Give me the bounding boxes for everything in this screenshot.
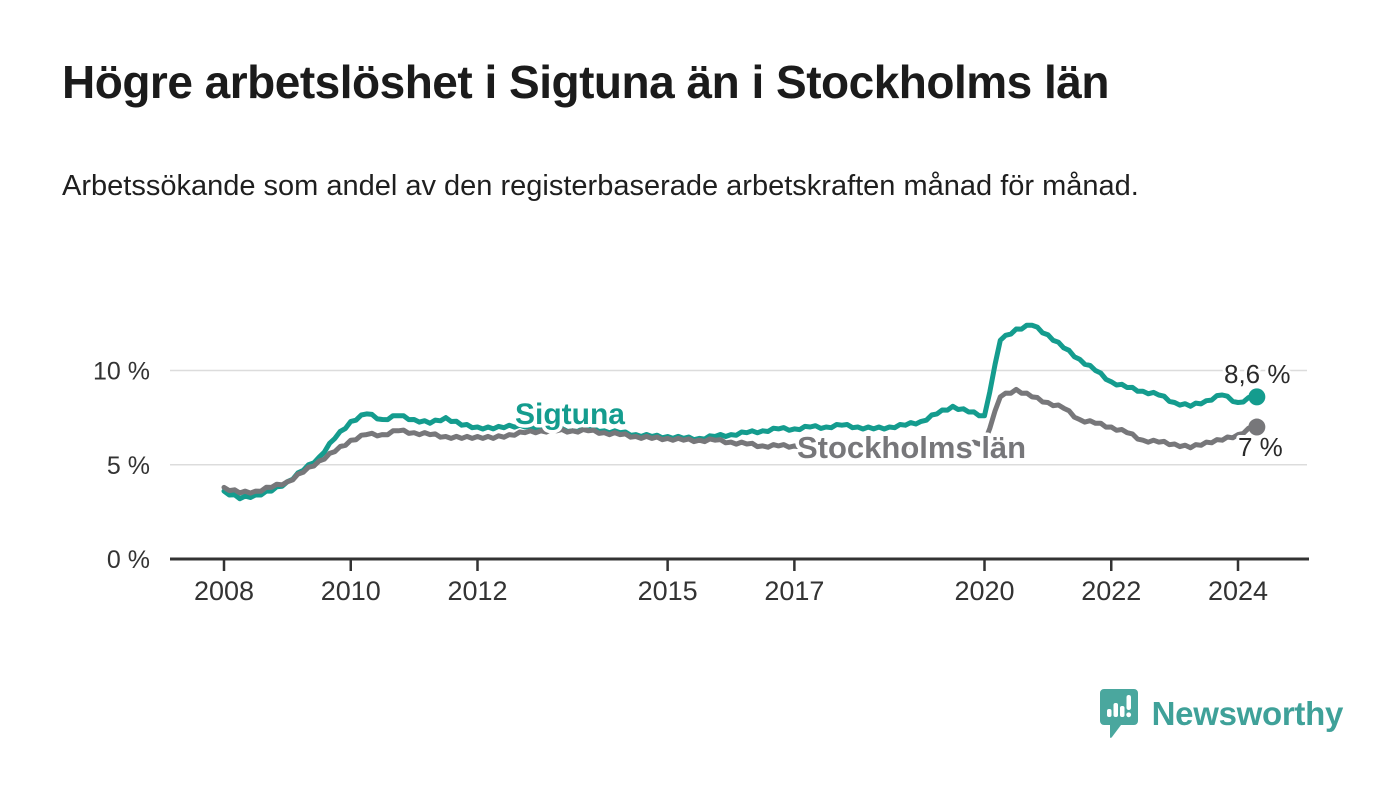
newsworthy-logo-icon xyxy=(1099,689,1138,739)
x-tick-label: 2022 xyxy=(1081,576,1141,606)
y-tick-label: 0 % xyxy=(107,546,150,574)
x-tick-label: 2017 xyxy=(764,576,824,606)
x-tick-label: 2015 xyxy=(638,576,698,606)
x-tick-label: 2024 xyxy=(1208,576,1268,606)
end-dot-sigtuna xyxy=(1248,388,1266,406)
series-line-sigtuna xyxy=(221,322,1257,502)
x-tick-label: 2010 xyxy=(321,576,381,606)
series-line-stockholms-l-n xyxy=(221,386,1257,496)
x-tick-label: 2020 xyxy=(954,576,1014,606)
brand-footer: Newsworthy xyxy=(1099,688,1343,740)
x-tick-label: 2008 xyxy=(194,576,254,606)
end-dot-stockholms-l-n xyxy=(1248,418,1266,436)
end-value-label-stockholms-l-n: 7 % xyxy=(1238,432,1283,462)
y-tick-label: 5 % xyxy=(107,452,150,480)
page-title: Högre arbetslöshet i Sigtuna än i Stockh… xyxy=(62,56,1109,108)
series-label-stockholms-l-n: Stockholms län xyxy=(797,430,1026,465)
brand-name: Newsworthy xyxy=(1151,695,1344,732)
x-tick-label: 2012 xyxy=(447,576,507,606)
chart-subtitle: Arbetssökande som andel av den registerb… xyxy=(62,170,1139,202)
series-label-sigtuna: Sigtuna xyxy=(515,398,625,431)
end-value-label-sigtuna: 8,6 % xyxy=(1224,359,1291,389)
y-tick-label: 10 % xyxy=(93,358,150,386)
